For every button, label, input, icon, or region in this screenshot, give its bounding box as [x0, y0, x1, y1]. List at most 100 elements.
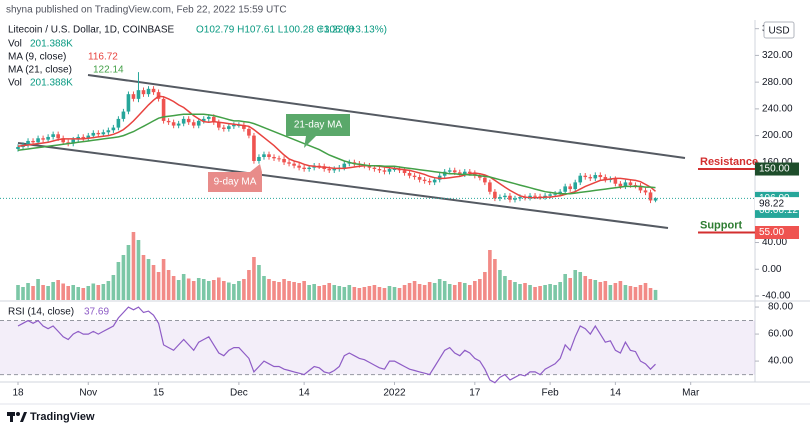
rsi-y-tick-label: 40.00 [768, 356, 793, 367]
volume-bar [367, 286, 372, 300]
x-tick-label: 18 [12, 388, 24, 399]
volume-bar [206, 281, 211, 300]
y-tick-label: -40.00 [762, 291, 791, 302]
price-badge-label: 98.22 [759, 198, 784, 209]
volume-bar [267, 279, 271, 300]
volume-bar [141, 255, 146, 300]
volume-bar [21, 287, 25, 300]
volume-bar [91, 283, 96, 300]
y-tick-label: 40.00 [762, 237, 787, 248]
volume-bar [41, 285, 45, 300]
volume-bar [191, 281, 196, 300]
volume-bar [81, 288, 86, 300]
volume-bar [232, 284, 236, 300]
candle-body [161, 98, 166, 121]
y-tick-label: 280.00 [762, 77, 793, 88]
candle-body [282, 158, 286, 163]
volume-bar [287, 281, 291, 300]
candle-body [518, 197, 522, 199]
price-badge-label: 150.00 [759, 164, 790, 175]
y-tick-label: 200.00 [762, 130, 793, 141]
candle-body [96, 132, 101, 135]
currency[interactable]: USD [768, 26, 789, 37]
candle-body [61, 138, 65, 143]
volume-bar [146, 259, 151, 300]
candle-body [392, 169, 397, 171]
volume-bar [432, 283, 437, 300]
candle-body [211, 116, 216, 123]
level-label: Support [700, 219, 742, 231]
candle-body [503, 195, 507, 198]
volume-bar [588, 279, 593, 300]
volume-bar [563, 274, 567, 300]
candle-body [573, 182, 578, 190]
volume-bar [131, 232, 136, 300]
volume-bar [473, 281, 477, 300]
volume-bar [638, 285, 643, 300]
volume-bar [317, 286, 321, 300]
candle-body [478, 175, 482, 178]
volume-bar [533, 287, 537, 300]
candle-body [267, 154, 271, 157]
candle-body [101, 132, 106, 135]
ma21-legend-value: 122.14 [93, 65, 124, 76]
volume-bar [412, 281, 417, 300]
volume-bar [201, 279, 206, 300]
channel-upper [87, 74, 686, 159]
volume-bar [161, 259, 166, 300]
volume-bar [382, 288, 387, 300]
callout-9-label: 9-day MA [214, 177, 257, 188]
candle-body [196, 120, 201, 126]
volume-bar [503, 276, 507, 300]
candle-body [227, 126, 231, 129]
volume-bar [513, 282, 517, 300]
volume-bar [211, 280, 216, 300]
x-tick-label: 14 [299, 388, 311, 399]
volume-bar [277, 282, 281, 300]
candle-body [317, 165, 321, 167]
volume-bar [272, 281, 276, 300]
x-tick-label: Mar [682, 388, 700, 399]
ohlc: O102.79 H107.61 L100.28 C106.00 [196, 25, 355, 36]
volume-bar [151, 265, 156, 300]
y-tick-label: 320.00 [762, 50, 793, 61]
volume-bar [417, 284, 422, 300]
volume-bar [603, 281, 608, 300]
rsi-y-tick-label: 60.00 [768, 329, 793, 340]
candle-body [217, 122, 221, 128]
candle-body [483, 177, 487, 183]
candle-body [51, 134, 55, 137]
volume-bar [86, 286, 91, 300]
candle-body [176, 123, 181, 126]
volume-bar [237, 281, 241, 300]
candle-body [36, 138, 40, 143]
volume-bar [302, 281, 306, 300]
ma21-legend-name: MA (21, close) [8, 65, 72, 76]
candle-body [648, 192, 653, 201]
candle-body [578, 175, 583, 183]
candle-body [553, 193, 557, 195]
vol2-legend-name: Vol [8, 78, 22, 89]
candle-body [432, 179, 437, 183]
volume-bar [76, 287, 81, 300]
rsi-legend-value: 37.69 [84, 307, 109, 318]
candle-body [46, 136, 50, 140]
level-label: Resistance [700, 156, 758, 168]
candle-body [412, 175, 417, 178]
volume-layer [16, 232, 658, 300]
ma9-legend-value: 116.72 [88, 52, 118, 63]
price-badge [755, 197, 799, 211]
volume-bar [528, 285, 532, 300]
volume-bar [447, 284, 452, 300]
volume-bar [483, 272, 487, 300]
vol-legend-value: 201.388K [30, 39, 73, 50]
volume-bar [352, 287, 357, 300]
candle-body [638, 185, 643, 191]
volume-bar [598, 282, 603, 300]
volume-bar [227, 282, 231, 300]
candle-body [533, 195, 537, 197]
x-tick-label: 14 [610, 388, 622, 399]
volume-bar [397, 288, 402, 300]
y-tick-label: 160.00 [762, 157, 793, 168]
currency-box[interactable] [763, 21, 795, 39]
